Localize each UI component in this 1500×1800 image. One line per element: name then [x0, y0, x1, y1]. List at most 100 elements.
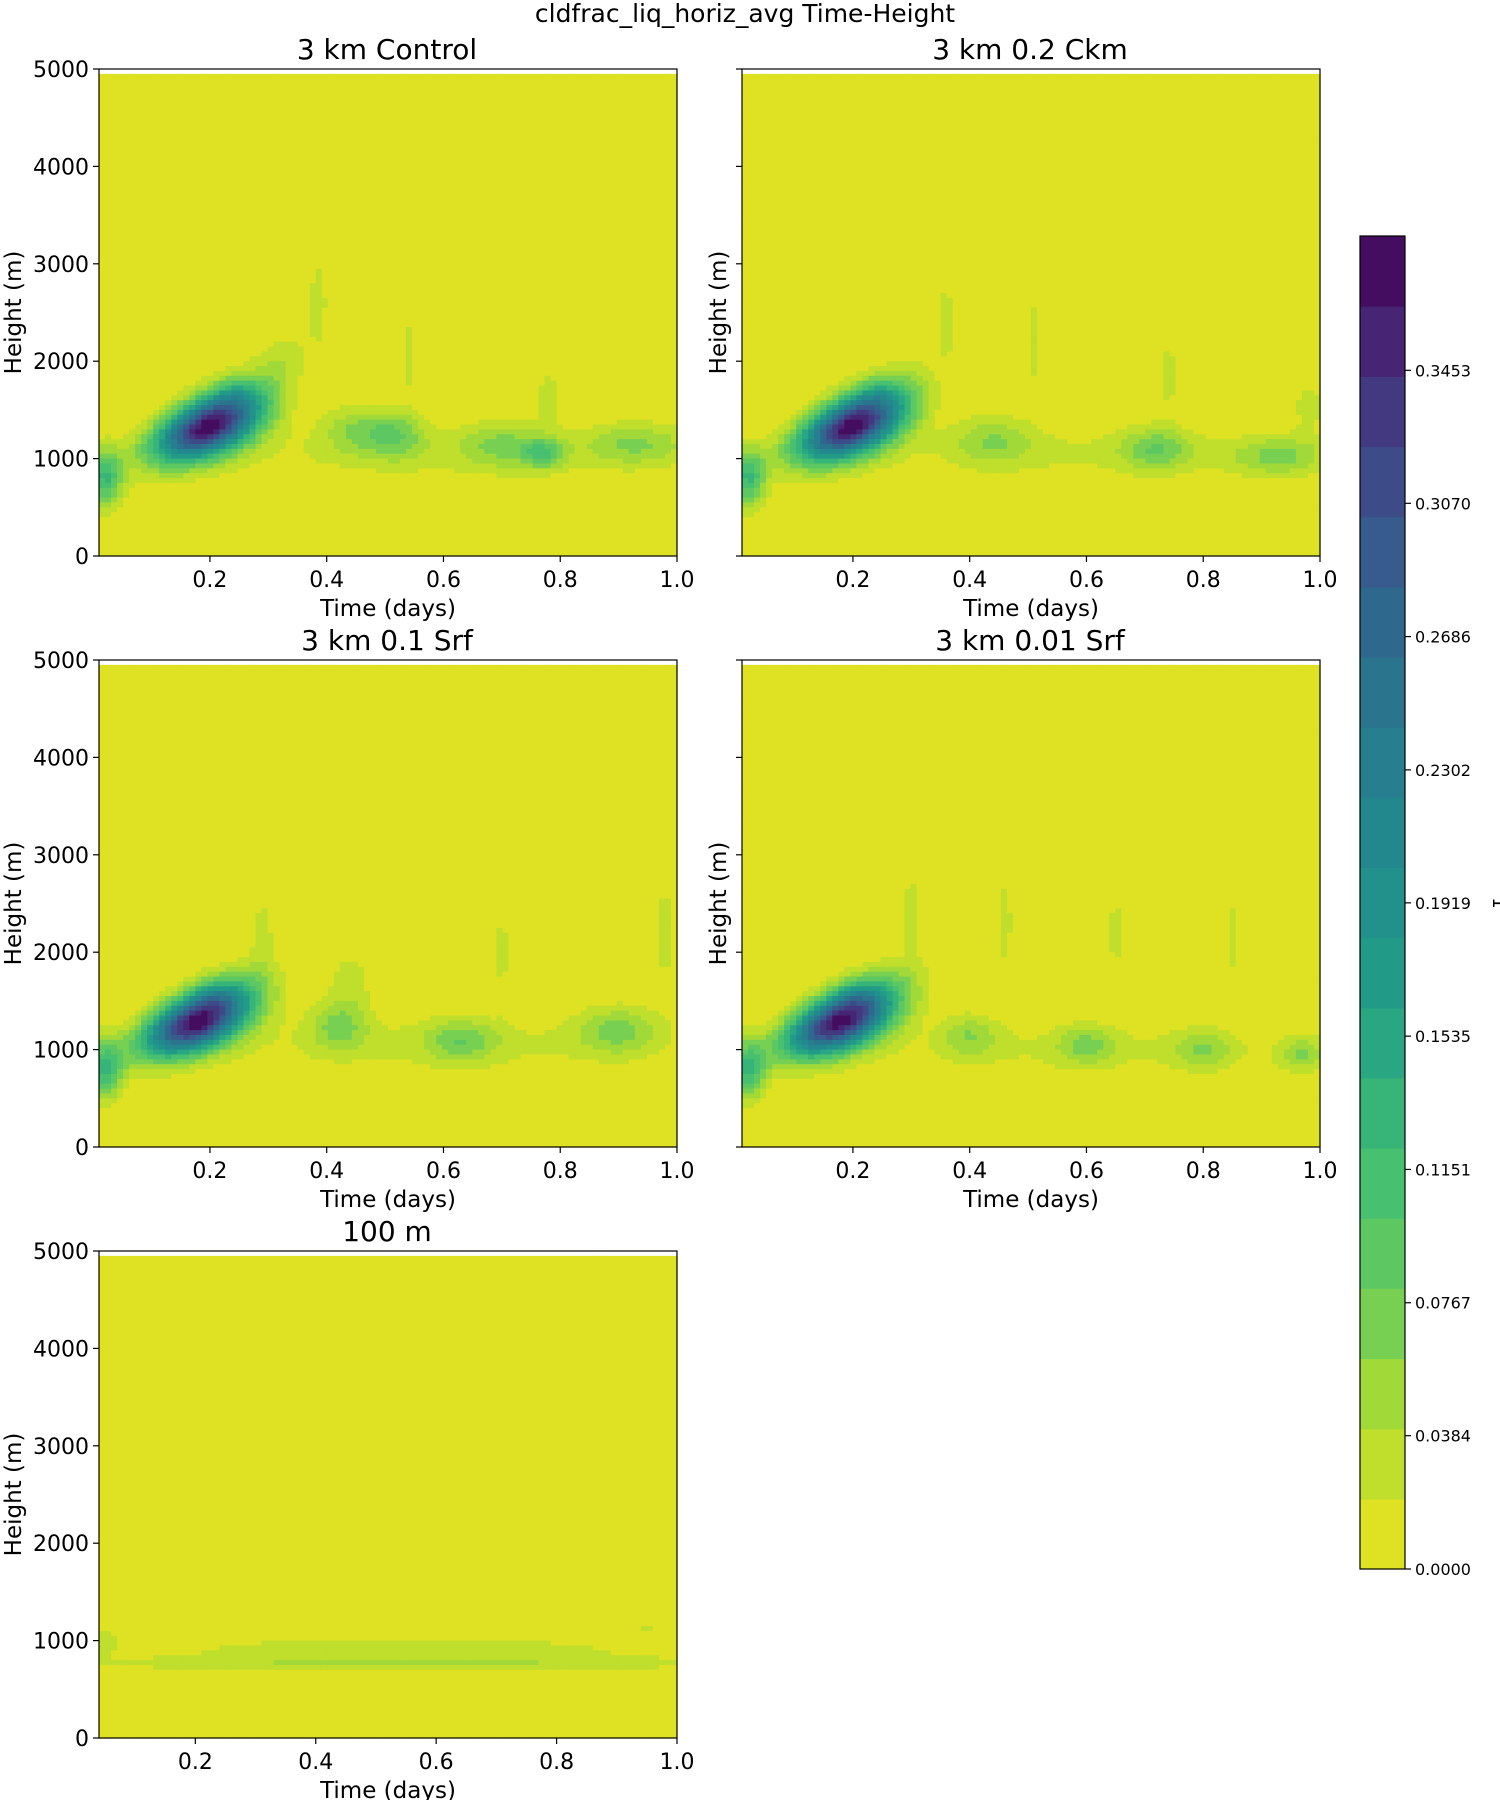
panel-title: 3 km 0.01 Srf [935, 624, 1126, 657]
y-tick-label: 2000 [33, 941, 89, 966]
colorbar-segment [1360, 1008, 1405, 1079]
colorbar-segment [1360, 1148, 1405, 1219]
colorbar-tick-label: 0.0767 [1415, 1294, 1471, 1313]
panel-title: 3 km Control [297, 33, 477, 66]
colorbar-tick-label: 0.0000 [1415, 1560, 1471, 1579]
x-tick-label: 1.0 [660, 568, 695, 593]
y-tick-label: 4000 [33, 155, 89, 180]
colorbar-segments [1360, 236, 1405, 1570]
colorbar-label: 1 [1488, 897, 1500, 908]
colorbar-tick-label: 0.1919 [1415, 894, 1471, 913]
x-axis-label: Time (days) [962, 1187, 1099, 1213]
x-tick-label: 0.4 [952, 1159, 987, 1184]
y-tick-label: 5000 [33, 649, 89, 674]
panel-2-field: 0.2 0.4 0.6 0.8 1.0 Time (days) Height (m) [706, 69, 1338, 622]
colorbar-segment [1360, 1429, 1405, 1500]
panel-title: 3 km 0.2 Ckm [932, 33, 1128, 66]
y-tick-label: 3000 [33, 844, 89, 869]
panel-5-field: 0.2 0.4 0.6 0.8 1.0 0 1000 2000 3000 4000 5000 Time… [1, 1240, 695, 1800]
y-axis-label: Height (m) [1, 1433, 27, 1557]
y-tick-label: 4000 [33, 1337, 89, 1362]
colorbar-tick-label: 0.0384 [1415, 1427, 1471, 1446]
colorbar-segment [1360, 1218, 1405, 1289]
y-tick-label: 0 [75, 545, 89, 570]
x-axis-label: Time (days) [319, 596, 456, 622]
panel-1: 3 km Control 0.2 0.4 0.6 0.8 1.0010002000300… [1, 33, 695, 622]
y-tick-label: 0 [75, 1136, 89, 1161]
x-tick-label: 0.6 [426, 568, 461, 593]
y-tick-label: 3000 [33, 1435, 89, 1460]
colorbar-segment [1360, 657, 1405, 728]
x-tick-label: 1.0 [1303, 568, 1338, 593]
x-tick-label: 1.0 [660, 1750, 695, 1775]
colorbar-tick-label: 0.2686 [1415, 628, 1471, 647]
colorbar-tick-label: 0.2302 [1415, 761, 1471, 780]
colorbar-segment [1360, 236, 1405, 307]
x-axis-label: Time (days) [319, 1778, 456, 1800]
colorbar-segment [1360, 376, 1405, 447]
y-axis-label: Height (m) [1, 251, 27, 375]
x-tick-label: 0.2 [835, 1159, 870, 1184]
y-tick-label: 5000 [33, 1240, 89, 1265]
x-tick-label: 0.2 [835, 568, 870, 593]
y-tick-label: 3000 [33, 253, 89, 278]
x-axis-label: Time (days) [319, 1187, 456, 1213]
colorbar-tick-label: 0.3453 [1415, 361, 1471, 380]
y-tick-label: 0 [75, 1727, 89, 1752]
x-tick-label: 0.4 [309, 568, 344, 593]
x-tick-label: 0.8 [1186, 568, 1221, 593]
colorbar-tick-label: 0.3070 [1415, 494, 1471, 513]
colorbar-ticks: 0.0000 0.0384 0.0767 0.1151 0.1535 0.1919 0.23… [1405, 361, 1471, 1579]
y-axis-label: Height (m) [706, 842, 732, 966]
colorbar-segment [1360, 1078, 1405, 1149]
panel-3-field: 0.2 0.4 0.6 0.8 1.0 0 1000 2000 3000 4000 5000 Time… [1, 649, 695, 1213]
panel-2: 3 km 0.2 Ckm 0.2 0.4 0.6 0.8 1.0 Time (days) H… [706, 33, 1338, 622]
x-tick-label: 1.0 [1303, 1159, 1338, 1184]
colorbar-segment [1360, 797, 1405, 868]
y-tick-label: 4000 [33, 746, 89, 771]
colorbar-segment [1360, 587, 1405, 658]
x-tick-label: 0.6 [426, 1159, 461, 1184]
y-tick-label: 1000 [33, 1630, 89, 1655]
y-tick-label: 2000 [33, 350, 89, 375]
x-axis-label: Time (days) [962, 596, 1099, 622]
x-tick-label: 1.0 [660, 1159, 695, 1184]
x-tick-label: 0.6 [1069, 568, 1104, 593]
colorbar-segment [1360, 938, 1405, 1009]
colorbar-segment [1360, 1499, 1405, 1570]
x-tick-label: 0.4 [309, 1159, 344, 1184]
x-tick-label: 0.6 [419, 1750, 454, 1775]
x-tick-label: 0.8 [543, 1159, 578, 1184]
colorbar-segment [1360, 446, 1405, 517]
panel-5: 100 m 0.2 0.4 0.6 0.8 1.0 0 1000 2000 3000 4000 50… [1, 1215, 695, 1800]
y-tick-label: 1000 [33, 1039, 89, 1064]
y-axis-label: Height (m) [706, 251, 732, 375]
colorbar-segment [1360, 727, 1405, 798]
figure-title: cldfrac_liq_horiz_avg Time-Height [535, 0, 955, 28]
panel-title: 3 km 0.1 Srf [301, 624, 474, 657]
x-tick-label: 0.8 [539, 1750, 574, 1775]
y-tick-label: 2000 [33, 1532, 89, 1557]
colorbar-tick-label: 0.1535 [1415, 1027, 1471, 1046]
colorbar-segment [1360, 867, 1405, 938]
colorbar-segment [1360, 306, 1405, 377]
x-tick-label: 0.2 [178, 1750, 213, 1775]
y-axis-label: Height (m) [1, 842, 27, 966]
x-tick-label: 0.4 [952, 568, 987, 593]
y-tick-label: 5000 [33, 58, 89, 83]
x-tick-label: 0.2 [192, 1159, 227, 1184]
colorbar: 0.0000 0.0384 0.0767 0.1151 0.1535 0.1919 0.23… [1360, 236, 1500, 1579]
panel-title: 100 m [342, 1215, 432, 1248]
x-tick-label: 0.2 [192, 568, 227, 593]
y-tick-label: 1000 [33, 448, 89, 473]
colorbar-segment [1360, 1359, 1405, 1430]
x-tick-label: 0.8 [1186, 1159, 1221, 1184]
colorbar-tick-label: 0.1151 [1415, 1160, 1471, 1179]
colorbar-segment [1360, 1288, 1405, 1359]
colorbar-segment [1360, 517, 1405, 588]
x-tick-label: 0.4 [298, 1750, 333, 1775]
panel-3: 3 km 0.1 Srf 0.2 0.4 0.6 0.8 1.0 0 1000 2000 300… [1, 624, 695, 1213]
